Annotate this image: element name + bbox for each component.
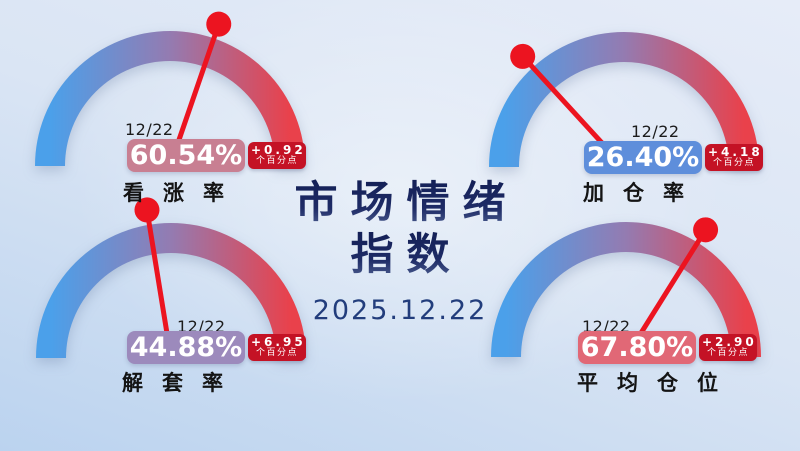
change-badge: +2.90 个百分点 bbox=[699, 334, 757, 362]
gauge-label: 平均仓位 bbox=[577, 371, 737, 395]
change-badge: +6.95 个百分点 bbox=[248, 334, 306, 362]
change-value: +4.18 bbox=[708, 145, 763, 159]
gauge-label: 看涨率 bbox=[123, 177, 243, 207]
needle-dot bbox=[206, 11, 232, 37]
center-title-block: 市场情绪 指数 2025.12.22 bbox=[0, 178, 800, 326]
change-value: +0.92 bbox=[251, 143, 306, 157]
change-value: +6.95 bbox=[251, 335, 306, 349]
gauge-value-row: 26.40% +4.18 个百分点 bbox=[584, 141, 763, 174]
needle-dot bbox=[510, 43, 536, 69]
value-badge: 60.54% bbox=[127, 139, 245, 172]
change-badge: +4.18 个百分点 bbox=[705, 144, 763, 172]
gauge-arc bbox=[35, 31, 305, 167]
change-unit: 个百分点 bbox=[706, 348, 749, 359]
change-unit: 个百分点 bbox=[255, 348, 298, 359]
needle-dot bbox=[134, 197, 160, 223]
change-badge: +0.92 个百分点 bbox=[248, 142, 306, 170]
value-badge: 67.80% bbox=[578, 331, 696, 364]
needle-dot bbox=[693, 217, 719, 243]
gauge-label: 加仓率 bbox=[583, 177, 703, 207]
change-unit: 个百分点 bbox=[255, 156, 298, 167]
gauge-label: 解套率 bbox=[122, 371, 242, 395]
title-date: 2025.12.22 bbox=[312, 295, 488, 327]
gauge-value-row: 67.80% +2.90 个百分点 bbox=[578, 331, 757, 364]
gauge-arc bbox=[489, 32, 759, 168]
gauge-value-row: 60.54% +0.92 个百分点 bbox=[127, 139, 306, 172]
gauge-date: 12/22 bbox=[631, 122, 680, 141]
gauge-arc bbox=[36, 223, 306, 359]
value-badge: 44.88% bbox=[127, 331, 245, 364]
value-badge: 26.40% bbox=[584, 141, 702, 174]
change-value: +2.90 bbox=[702, 335, 757, 349]
gauge-value-row: 44.88% +6.95 个百分点 bbox=[127, 331, 306, 364]
gauge-date: 12/22 bbox=[125, 120, 174, 139]
change-unit: 个百分点 bbox=[712, 158, 755, 169]
gauge-arc bbox=[491, 222, 761, 358]
page-title-line1: 市场情绪 bbox=[0, 178, 800, 230]
page-title-line2: 指数 bbox=[0, 230, 800, 282]
